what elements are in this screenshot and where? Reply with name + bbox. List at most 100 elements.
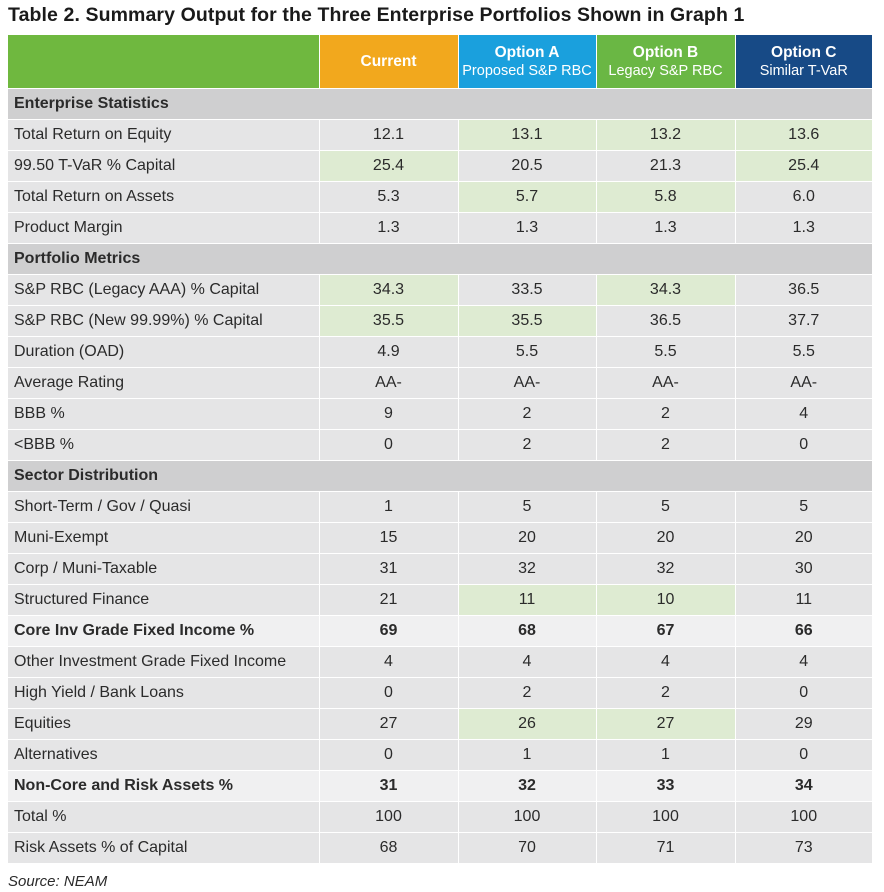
row-label: Other Investment Grade Fixed Income: [8, 646, 320, 678]
table-row: BBB % 9 2 2 4: [8, 398, 872, 430]
header-option-c-title: Option C: [771, 43, 837, 61]
cell-current: 4: [319, 646, 459, 678]
header-option-b: Option B Legacy S&P RBC: [596, 35, 736, 89]
cell-option-a: 68: [458, 615, 597, 647]
table-row: S&P RBC (New 99.99%) % Capital 35.5 35.5 36…: [8, 305, 872, 337]
row-label: S&P RBC (Legacy AAA) % Capital: [8, 274, 320, 306]
cell-option-b: 5.8: [596, 181, 736, 213]
subtotal-row: Non-Core and Risk Assets % 31 32 33 34: [8, 770, 872, 802]
cell-option-b: 2: [596, 398, 736, 430]
table-row: Alternatives 0 1 1 0: [8, 739, 872, 771]
cell-option-a: 2: [458, 429, 597, 461]
cell-option-c: 100: [735, 801, 872, 833]
cell-current: 100: [319, 801, 459, 833]
cell-option-c: 0: [735, 677, 872, 709]
table-row: Short-Term / Gov / Quasi 1 5 5 5: [8, 491, 872, 523]
header-row: Current Option A Proposed S&P RBC Option…: [8, 35, 872, 89]
cell-option-c: 13.6: [735, 119, 872, 151]
section-header-row: Portfolio Metrics: [8, 243, 872, 275]
row-label: S&P RBC (New 99.99%) % Capital: [8, 305, 320, 337]
cell-option-c: 29: [735, 708, 872, 740]
row-label: Non-Core and Risk Assets %: [8, 770, 320, 802]
cell-option-b: 10: [596, 584, 736, 616]
row-label: Total %: [8, 801, 320, 833]
header-option-a: Option A Proposed S&P RBC: [458, 35, 597, 89]
cell-option-a: 26: [458, 708, 597, 740]
section-title: Sector Distribution: [8, 460, 872, 492]
cell-option-a: 4: [458, 646, 597, 678]
cell-current: AA-: [319, 367, 459, 399]
cell-option-a: 32: [458, 553, 597, 585]
source-note: Source: NEAM: [8, 873, 108, 890]
cell-option-b: 100: [596, 801, 736, 833]
header-option-c: Option C Similar T-VaR: [735, 35, 872, 89]
cell-option-c: 5.5: [735, 336, 872, 368]
cell-option-c: 66: [735, 615, 872, 647]
cell-current: 27: [319, 708, 459, 740]
table-row: Equities 27 26 27 29: [8, 708, 872, 740]
cell-current: 12.1: [319, 119, 459, 151]
row-label: Structured Finance: [8, 584, 320, 616]
cell-option-c: 36.5: [735, 274, 872, 306]
cell-option-b: 1: [596, 739, 736, 771]
cell-option-c: 30: [735, 553, 872, 585]
cell-option-b: 34.3: [596, 274, 736, 306]
cell-option-a: 35.5: [458, 305, 597, 337]
cell-option-b: AA-: [596, 367, 736, 399]
cell-option-a: 5: [458, 491, 597, 523]
row-label: Duration (OAD): [8, 336, 320, 368]
cell-current: 34.3: [319, 274, 459, 306]
cell-option-c: 37.7: [735, 305, 872, 337]
row-label: Muni-Exempt: [8, 522, 320, 554]
cell-current: 0: [319, 429, 459, 461]
cell-current: 15: [319, 522, 459, 554]
cell-option-b: 33: [596, 770, 736, 802]
cell-current: 0: [319, 739, 459, 771]
subtotal-row: Core Inv Grade Fixed Income % 69 68 67 66: [8, 615, 872, 647]
cell-option-a: 20: [458, 522, 597, 554]
cell-option-a: 100: [458, 801, 597, 833]
cell-option-c: 5: [735, 491, 872, 523]
cell-current: 1: [319, 491, 459, 523]
table-body: Enterprise Statistics Total Return on Equ…: [8, 88, 872, 863]
cell-current: 31: [319, 553, 459, 585]
cell-option-c: 4: [735, 646, 872, 678]
header-current: Current: [319, 35, 459, 89]
cell-current: 35.5: [319, 305, 459, 337]
cell-option-a: AA-: [458, 367, 597, 399]
summary-table: Current Option A Proposed S&P RBC Option…: [8, 35, 872, 863]
cell-option-c: 73: [735, 832, 872, 863]
cell-option-a: 5.7: [458, 181, 597, 213]
cell-option-c: 20: [735, 522, 872, 554]
cell-option-a: 70: [458, 832, 597, 863]
header-current-title: Current: [360, 53, 417, 70]
section-header-row: Enterprise Statistics: [8, 88, 872, 120]
cell-option-a: 2: [458, 398, 597, 430]
cell-current: 31: [319, 770, 459, 802]
header-option-b-subtitle: Legacy S&P RBC: [608, 62, 723, 79]
table-row: Other Investment Grade Fixed Income 4 4 4 4: [8, 646, 872, 678]
cell-option-b: 2: [596, 429, 736, 461]
row-label: Short-Term / Gov / Quasi: [8, 491, 320, 523]
cell-option-a: 33.5: [458, 274, 597, 306]
cell-option-a: 11: [458, 584, 597, 616]
cell-option-b: 36.5: [596, 305, 736, 337]
cell-current: 5.3: [319, 181, 459, 213]
table-row: Duration (OAD) 4.9 5.5 5.5 5.5: [8, 336, 872, 368]
table-row: Corp / Muni-Taxable 31 32 32 30: [8, 553, 872, 585]
cell-option-b: 1.3: [596, 212, 736, 244]
table-row: Risk Assets % of Capital 68 70 71 73: [8, 832, 872, 863]
cell-option-b: 5.5: [596, 336, 736, 368]
row-label: 99.50 T-VaR % Capital: [8, 150, 320, 182]
table-row: Total % 100 100 100 100: [8, 801, 872, 833]
cell-option-b: 71: [596, 832, 736, 863]
cell-current: 0: [319, 677, 459, 709]
cell-option-b: 27: [596, 708, 736, 740]
cell-option-c: 11: [735, 584, 872, 616]
cell-option-c: 6.0: [735, 181, 872, 213]
section-title: Portfolio Metrics: [8, 243, 872, 275]
header-option-b-title: Option B: [632, 43, 699, 61]
table-row: 99.50 T-VaR % Capital 25.4 20.5 21.3 25.4: [8, 150, 872, 182]
table-row: Muni-Exempt 15 20 20 20: [8, 522, 872, 554]
cell-current: 4.9: [319, 336, 459, 368]
